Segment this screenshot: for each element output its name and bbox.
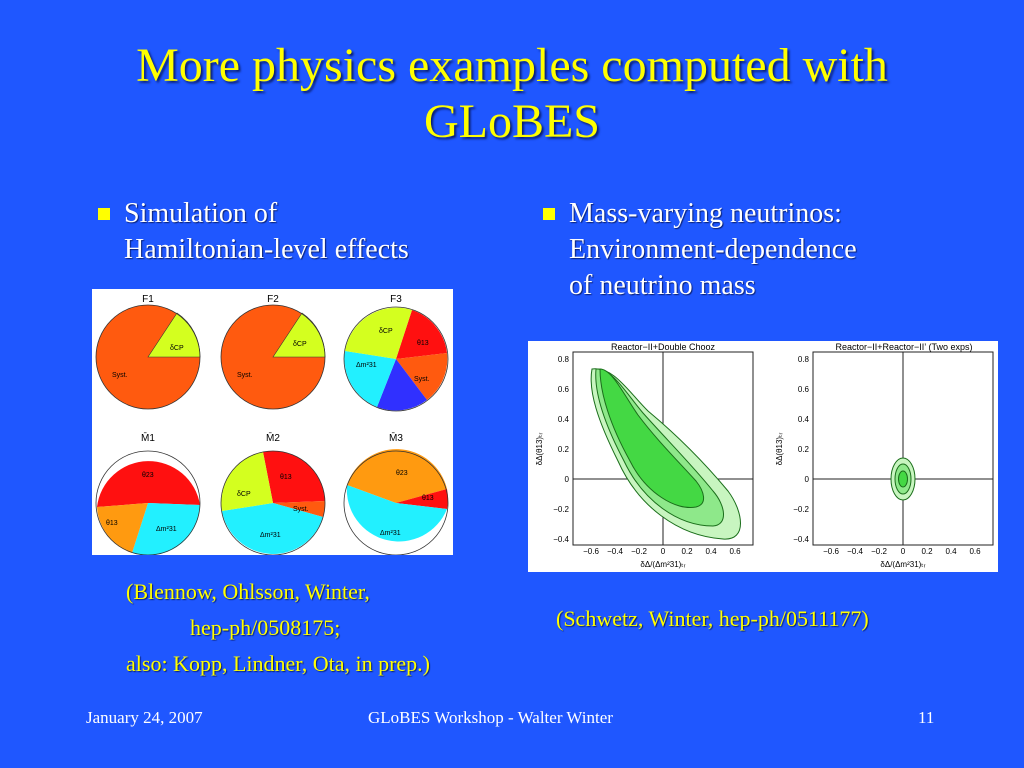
left-citation-line-1: (Blennow, Ohlsson, Winter, [126,579,370,604]
svg-text:−0.2: −0.2 [553,505,569,514]
svg-text:−0.2: −0.2 [793,505,809,514]
svg-text:0: 0 [901,547,906,556]
contour-plots-svg: Reactor−II+Double Chooz 0.8 0.6 0.4 0.2 … [535,342,994,569]
plot1-x-ticks: −0.6 −0.4 −0.2 0 0.2 0.4 0.6 [583,547,741,556]
left-citation-line-2: hep-ph/0508175; [190,615,341,640]
pie-label-t23: θ23 [396,470,408,477]
pie-label-dcp: δCP [237,491,251,498]
pie-title-m3: M̄3 [389,431,403,444]
left-citation-line-3: also: Kopp, Lindner, Ota, in prep.) [126,651,430,676]
pie-label-dm31: Δm²31 [380,530,401,537]
svg-text:0.4: 0.4 [558,415,570,424]
svg-text:0.4: 0.4 [705,547,717,556]
right-bullet: Mass-varying neutrinos: Environment-depe… [543,196,857,304]
pie-label-t13: θ13 [106,520,118,527]
pie-m1: θ23 θ13 Δm²31 [95,450,201,556]
plot2-y-ticks: 0.8 0.6 0.4 0.2 0 −0.2 −0.4 [793,355,809,544]
svg-text:−0.4: −0.4 [847,547,863,556]
pie-f3: δCP θ13 Δm²31 Syst. [343,306,449,412]
plot1-contour-1sigma [599,368,704,509]
pie-label-syst: Syst. [237,372,253,379]
right-citation: (Schwetz, Winter, hep-ph/0511177) [556,606,869,631]
plot1-xlabel: δΔ/(Δm²31)ₜᵣ [640,560,685,569]
right-bullet-line-3: of neutrino mass [569,270,756,301]
plot1-ylabel: δΔ(θ13)ₜᵣ [535,433,544,466]
pie-m2: θ13 δCP Syst. Δm²31 [220,450,326,556]
svg-text:0: 0 [661,547,666,556]
footer-center: GLoBES Workshop - Walter Winter [368,708,613,727]
pie-title-f1: F1 [142,294,154,305]
pie-title-f3: F3 [390,294,402,305]
svg-text:−0.4: −0.4 [793,535,809,544]
footer-date: January 24, 2007 [86,708,203,727]
pie-label-syst: Syst. [112,372,128,379]
bullet-square-icon [98,208,110,220]
svg-text:−0.6: −0.6 [823,547,839,556]
pie-f1: δCP Syst. [95,304,201,410]
pie-label-dcp: δCP [170,345,184,352]
plot1-title: Reactor−II+Double Chooz [611,342,716,352]
pie-title-f2: F2 [267,294,279,305]
pie-label-t23: θ23 [142,472,154,479]
slide-title: More physics examples computed with GLoB… [0,38,1024,150]
contour-plots-figure: Reactor−II+Double Chooz 0.8 0.6 0.4 0.2 … [528,341,998,572]
svg-text:−0.2: −0.2 [631,547,647,556]
svg-text:−0.2: −0.2 [871,547,887,556]
right-bullet-line-1: Mass-varying neutrinos: [569,198,842,229]
pie-label-dcp: δCP [293,341,307,348]
pie-title-m2: M̄2 [266,431,280,444]
pie-title-m1: M̄1 [141,431,155,444]
pie-f2: δCP Syst. [220,304,326,410]
pie-label-dm31: Δm²31 [356,362,377,369]
left-bullet: Simulation of Hamiltonian-level effects [98,196,409,268]
left-bullet-line-1: Simulation of [124,198,278,229]
svg-text:0.6: 0.6 [969,547,981,556]
svg-text:0.2: 0.2 [798,445,810,454]
plot2-contour-1sigma [898,470,908,488]
plot2-x-ticks: −0.6 −0.4 −0.2 0 0.2 0.4 0.6 [823,547,981,556]
svg-text:0.4: 0.4 [945,547,957,556]
pie-charts-svg: F1 δCP Syst. F2 δCP Syst. F3 δCP θ13 Δm [95,294,449,556]
pie-label-dcp: δCP [379,328,393,335]
plot1-y-ticks: 0.8 0.6 0.4 0.2 0 −0.2 −0.4 [553,355,569,544]
svg-text:0.2: 0.2 [921,547,933,556]
svg-text:0.8: 0.8 [798,355,810,364]
footer-page-number: 11 [918,708,935,727]
svg-text:0.8: 0.8 [558,355,570,364]
svg-text:0.4: 0.4 [798,415,810,424]
pie-label-syst: Syst. [414,376,430,383]
pie-label-dm31: Δm²31 [260,532,281,539]
svg-text:0.6: 0.6 [558,385,570,394]
left-bullet-line-2: Hamiltonian-level effects [124,234,409,265]
pie-label-t13: θ13 [280,474,292,481]
svg-text:−0.4: −0.4 [607,547,623,556]
svg-text:0.6: 0.6 [798,385,810,394]
pie-charts-figure: F1 δCP Syst. F2 δCP Syst. F3 δCP θ13 Δm [92,289,453,556]
svg-text:0.2: 0.2 [681,547,693,556]
svg-text:−0.6: −0.6 [583,547,599,556]
right-bullet-line-2: Environment-dependence [569,234,857,265]
bullet-square-icon [543,208,555,220]
plot2-title: Reactor−II+Reactor−II’ (Two exps) [836,342,973,352]
svg-text:0: 0 [805,475,810,484]
pie-label-t13: θ13 [417,340,429,347]
pie-label-dm31: Δm²31 [156,526,177,533]
svg-text:0.6: 0.6 [729,547,741,556]
svg-text:−0.4: −0.4 [553,535,569,544]
title-line-1: More physics examples computed with [136,39,888,92]
plot2-ylabel: δΔ(θ13)ₜᵣ [775,433,784,466]
svg-text:0: 0 [565,475,570,484]
plot2-xlabel: δΔ/(Δm²31)ₜᵣ [880,560,925,569]
pie-m3: θ23 θ13 Δm²31 [343,449,449,556]
pie-label-t13: θ13 [422,495,434,502]
pie-label-syst: Syst. [293,506,309,513]
svg-text:0.2: 0.2 [558,445,570,454]
title-line-2: GLoBES [423,95,600,148]
